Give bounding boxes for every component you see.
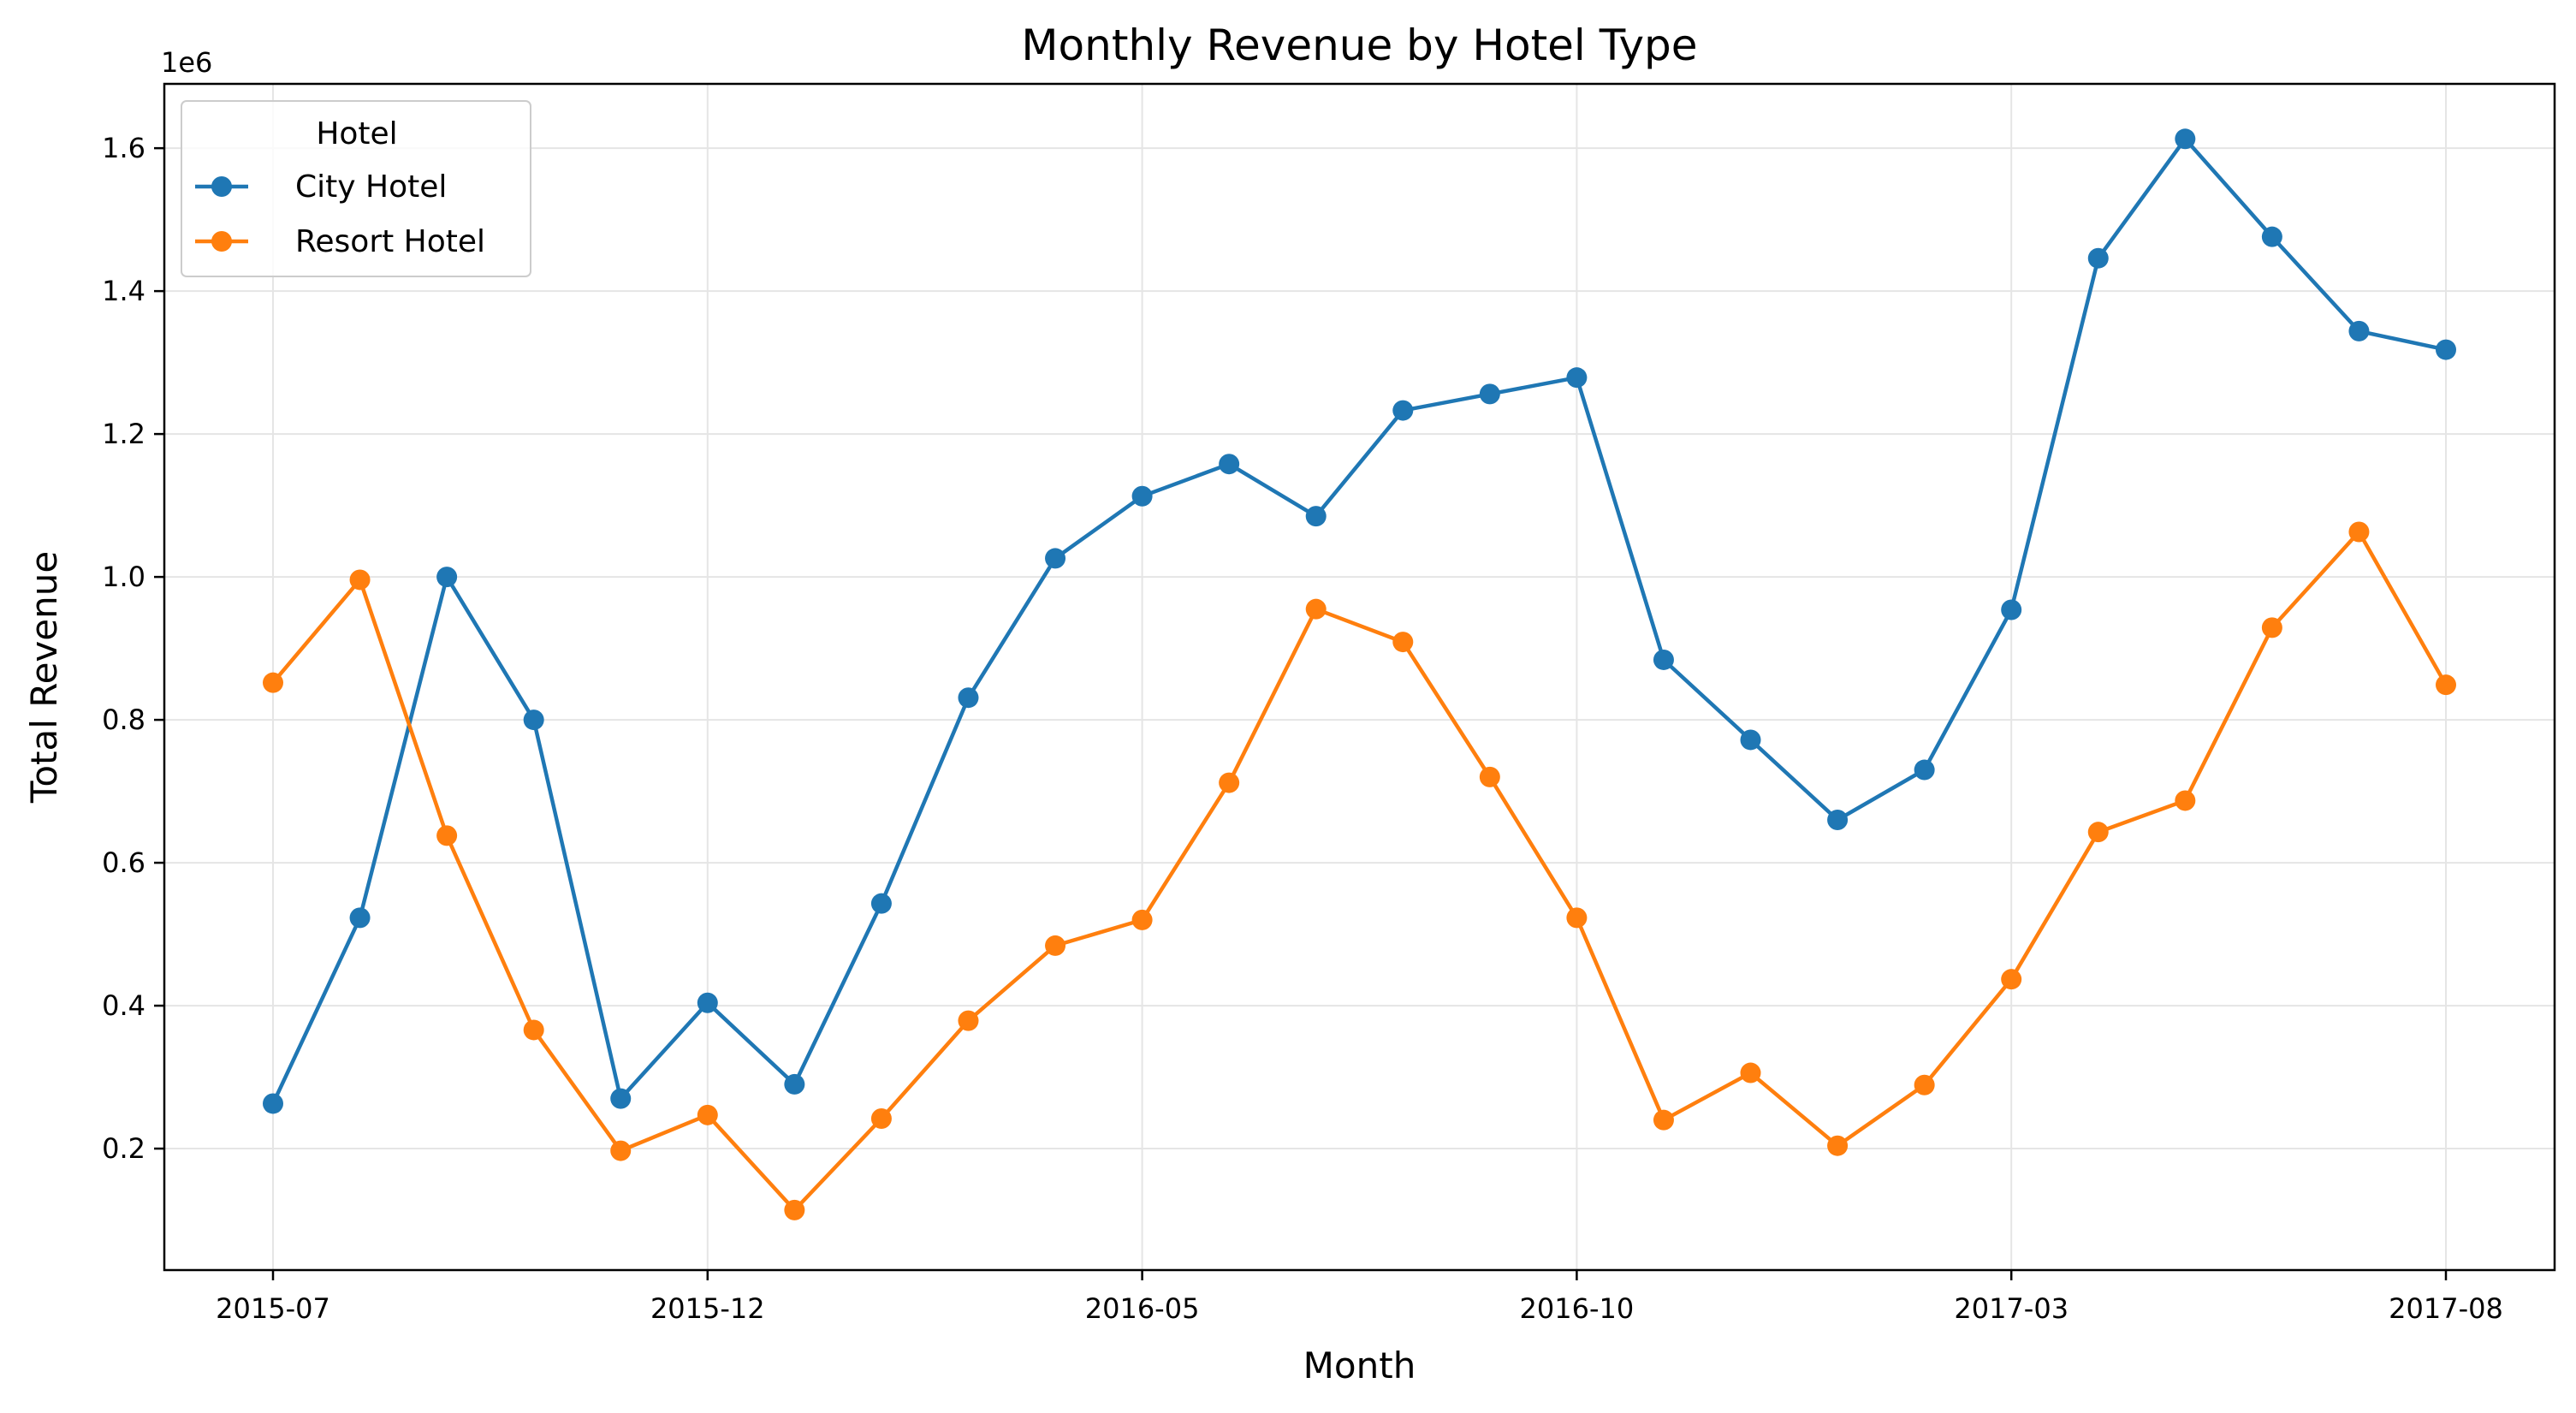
legend-title: Hotel (316, 116, 397, 151)
data-point (697, 1104, 718, 1125)
data-point (1392, 632, 1414, 653)
series-line (270, 137, 2447, 1105)
data-point (1479, 766, 1500, 787)
data-point (2087, 247, 2109, 269)
data-point (349, 907, 371, 929)
data-point (2436, 339, 2456, 360)
chart-title: Monthly Revenue by Hotel Type (1021, 21, 1697, 70)
data-point (1479, 383, 1500, 405)
data-point (2348, 320, 2370, 341)
data-point (1827, 1135, 1849, 1156)
series-city-hotel (263, 128, 2456, 1114)
data-point (2175, 790, 2196, 811)
data-point (958, 687, 979, 709)
data-point (1740, 1062, 1761, 1083)
legend-items: City Hotel Resort Hotel (195, 169, 485, 259)
data-point (1131, 485, 1153, 507)
data-point (1566, 367, 1588, 389)
data-point (2001, 969, 2022, 990)
data-point (784, 1199, 805, 1220)
data-point (2001, 599, 2022, 620)
legend-swatch-marker (211, 231, 232, 252)
data-point (1045, 935, 1066, 956)
x-axis-title: Month (1303, 1345, 1416, 1386)
series-line (271, 530, 2448, 1213)
x-tick-label: 2016-05 (1085, 1292, 1200, 1325)
legend-item: Resort Hotel (195, 224, 485, 259)
y-tick-label: 0.2 (102, 1132, 145, 1165)
data-point (1653, 1109, 1674, 1131)
data-point (784, 1073, 805, 1095)
data-point (1914, 1074, 1935, 1095)
legend-box (181, 100, 531, 277)
legend-item: City Hotel (195, 169, 447, 205)
data-point (2087, 822, 2109, 843)
data-point (610, 1088, 632, 1109)
data-point (2261, 226, 2282, 247)
data-point (1653, 649, 1674, 670)
data-point (1219, 772, 1240, 793)
data-point (697, 992, 718, 1013)
tick-layer: 2015-07 2015-12 2016-05 2016-10 2017-03 2017-… (102, 132, 2503, 1325)
y-tick-label: 0.8 (102, 704, 145, 736)
data-point (523, 1019, 544, 1041)
data-point (523, 709, 544, 731)
data-point (263, 1093, 283, 1114)
data-point (2436, 674, 2456, 696)
y-axis-offset-label: 1e6 (161, 46, 212, 79)
data-point (1827, 809, 1849, 830)
y-tick-label: 1.6 (102, 132, 145, 164)
data-point (436, 825, 458, 846)
grid-layer (164, 84, 2555, 1270)
y-tick-label: 0.6 (102, 846, 145, 879)
y-tick-label: 1.2 (102, 418, 145, 450)
data-point (870, 1107, 892, 1129)
legend-label: City Hotel (295, 169, 447, 205)
legend: Hotel City Hotel Resort Hotel (181, 100, 531, 277)
data-point (1566, 907, 1588, 929)
x-tick-label: 2016-10 (1520, 1292, 1635, 1325)
data-point (1305, 598, 1327, 620)
data-point (958, 1010, 979, 1031)
data-point (2175, 128, 2196, 150)
data-point (610, 1140, 632, 1161)
data-point (1219, 454, 1240, 475)
data-point (2261, 617, 2282, 638)
data-point (2348, 521, 2370, 543)
data-point (1740, 729, 1761, 751)
x-tick-label: 2017-03 (1954, 1292, 2069, 1325)
x-tick-label: 2015-07 (216, 1292, 330, 1325)
plot-frame (163, 82, 2556, 1272)
series-resort-hotel (263, 521, 2456, 1220)
data-point (349, 569, 371, 591)
series-layer (263, 128, 2456, 1220)
y-tick-label: 1.4 (102, 275, 145, 307)
data-point (1131, 909, 1153, 930)
y-axis-title: Total Revenue (23, 551, 65, 804)
y-tick-label: 1.0 (102, 561, 145, 593)
y-tick-label: 0.4 (102, 989, 145, 1022)
legend-swatch-marker (211, 176, 232, 197)
legend-label: Resort Hotel (295, 224, 485, 259)
data-point (870, 893, 892, 914)
data-point (1045, 548, 1066, 569)
x-tick-label: 2017-08 (2389, 1292, 2503, 1325)
data-point (1914, 759, 1935, 781)
data-point (436, 567, 458, 588)
data-point (1305, 506, 1327, 527)
data-point (1392, 400, 1414, 421)
data-point (263, 672, 283, 693)
x-tick-label: 2015-12 (650, 1292, 765, 1325)
